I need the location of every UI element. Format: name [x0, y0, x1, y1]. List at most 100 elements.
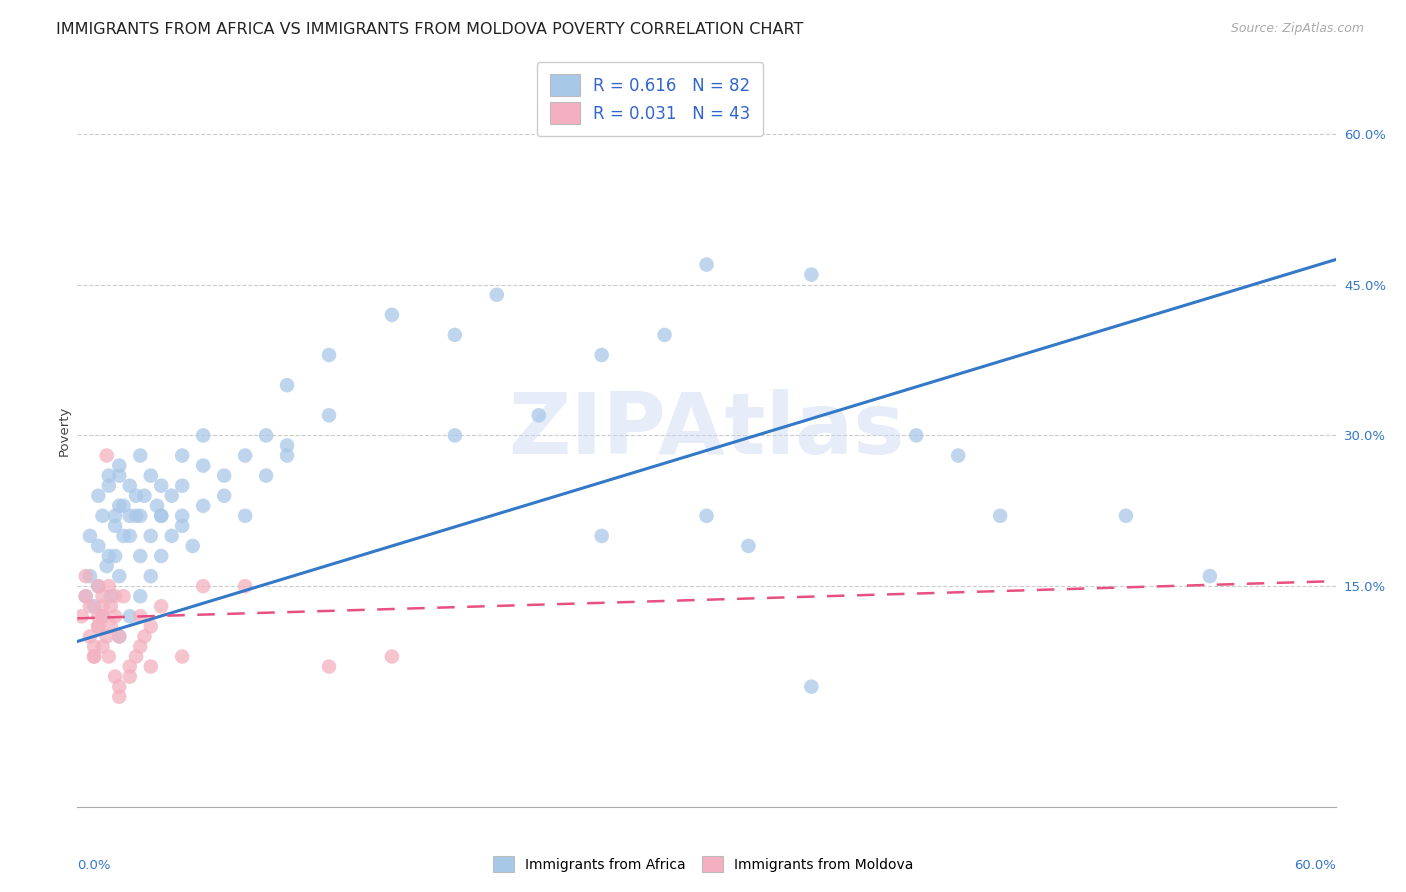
Point	[276, 438, 298, 452]
Point	[696, 258, 718, 272]
Point	[83, 640, 105, 654]
Point	[79, 569, 101, 583]
Point	[97, 549, 120, 563]
Point	[191, 458, 215, 473]
Point	[112, 529, 135, 543]
Point	[212, 489, 235, 503]
Point	[125, 508, 148, 523]
Point	[87, 539, 110, 553]
Point	[125, 649, 148, 664]
Legend: Immigrants from Africa, Immigrants from Moldova: Immigrants from Africa, Immigrants from …	[485, 848, 921, 880]
Point	[1115, 508, 1137, 523]
Point	[150, 508, 173, 523]
Point	[318, 348, 340, 362]
Point	[108, 458, 131, 473]
Point	[181, 539, 204, 553]
Point	[381, 649, 404, 664]
Point	[87, 609, 110, 624]
Text: Source: ZipAtlas.com: Source: ZipAtlas.com	[1230, 22, 1364, 36]
Point	[97, 478, 120, 492]
Point	[696, 508, 718, 523]
Point	[96, 449, 118, 463]
Point	[125, 489, 148, 503]
Point	[129, 508, 152, 523]
Point	[87, 619, 110, 633]
Point	[800, 268, 823, 282]
Point	[83, 599, 105, 614]
Text: 60.0%: 60.0%	[1294, 858, 1336, 871]
Point	[150, 478, 173, 492]
Point	[118, 609, 141, 624]
Point	[91, 609, 114, 624]
Point	[139, 659, 162, 673]
Point	[100, 619, 122, 633]
Point	[591, 348, 613, 362]
Point	[118, 529, 141, 543]
Point	[91, 508, 114, 523]
Point	[139, 619, 162, 633]
Point	[191, 428, 215, 442]
Point	[112, 589, 135, 603]
Point	[139, 529, 162, 543]
Point	[100, 589, 122, 603]
Point	[70, 609, 93, 624]
Point	[381, 308, 404, 322]
Point	[254, 468, 277, 483]
Point	[150, 599, 173, 614]
Point	[527, 409, 550, 423]
Point	[104, 508, 127, 523]
Point	[91, 599, 114, 614]
Point	[87, 579, 110, 593]
Point	[129, 549, 152, 563]
Point	[129, 589, 152, 603]
Text: ZIPAtlas: ZIPAtlas	[508, 389, 905, 472]
Point	[150, 549, 173, 563]
Point	[118, 508, 141, 523]
Point	[160, 489, 183, 503]
Point	[591, 529, 613, 543]
Point	[108, 468, 131, 483]
Point	[104, 609, 127, 624]
Point	[737, 539, 759, 553]
Point	[83, 649, 105, 664]
Point	[254, 428, 277, 442]
Point	[104, 670, 127, 684]
Point	[75, 569, 97, 583]
Point	[160, 529, 183, 543]
Point	[129, 609, 152, 624]
Point	[654, 327, 676, 342]
Point	[134, 629, 156, 643]
Point	[318, 409, 340, 423]
Point	[146, 499, 169, 513]
Point	[172, 478, 194, 492]
Point	[108, 690, 131, 704]
Point	[108, 629, 131, 643]
Point	[79, 629, 101, 643]
Point	[129, 640, 152, 654]
Point	[172, 449, 194, 463]
Point	[318, 659, 340, 673]
Point	[129, 449, 152, 463]
Point	[91, 640, 114, 654]
Point	[800, 680, 823, 694]
Point	[212, 468, 235, 483]
Point	[233, 508, 256, 523]
Point	[905, 428, 928, 442]
Point	[75, 589, 97, 603]
Point	[96, 559, 118, 574]
Point	[233, 449, 256, 463]
Point	[75, 589, 97, 603]
Point	[91, 589, 114, 603]
Point	[191, 579, 215, 593]
Point	[139, 569, 162, 583]
Point	[112, 499, 135, 513]
Point	[172, 508, 194, 523]
Point	[150, 508, 173, 523]
Point	[97, 579, 120, 593]
Point	[276, 378, 298, 392]
Point	[118, 670, 141, 684]
Point	[118, 478, 141, 492]
Point	[97, 649, 120, 664]
Point	[91, 609, 114, 624]
Point	[100, 599, 122, 614]
